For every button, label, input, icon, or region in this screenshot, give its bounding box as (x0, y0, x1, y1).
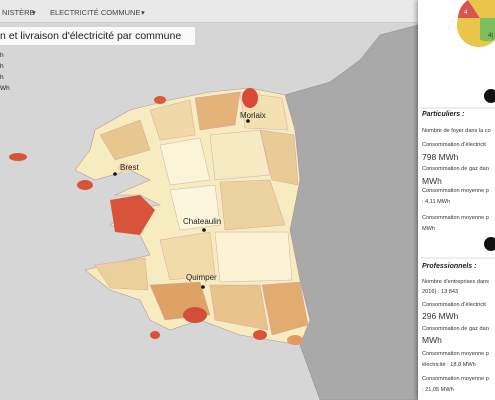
legend-item: h (0, 52, 4, 59)
info-line: : 4,11 MWh (422, 199, 451, 205)
map-title: n et livraison d'électricité par commune (0, 27, 195, 45)
nav-item[interactable]: ELECTRICITÉ COMMUNE (50, 8, 141, 17)
map: Morlaix Brest Chateaulin Quimper (9, 24, 418, 400)
info-line: Consommation d'électricit (422, 302, 486, 308)
info-line: : 21,05 MWh (422, 387, 454, 393)
pie-slice (480, 18, 495, 42)
communes (94, 91, 309, 336)
info-value: 296 MWh (422, 311, 459, 321)
info-value: MWh (422, 176, 442, 186)
person-icon (484, 89, 495, 103)
city-label: Quimper (186, 273, 217, 282)
info-line: Consommation de gaz dan (422, 166, 489, 172)
legend-item: Wh (0, 85, 10, 92)
info-line: électricité : 18,8 MWh (422, 362, 476, 368)
info-line: MWh (422, 226, 436, 232)
city-label: Chateaulin (183, 217, 221, 226)
info-line: Nombre de foyer dans la co (422, 128, 491, 134)
info-panel: 4 4( Particuliers : Nombre de foyer dans… (418, 0, 495, 400)
info-line: Consommation moyenne p (422, 215, 489, 221)
info-line: Consommation moyenne p (422, 376, 489, 382)
navbar: NISTÈRE ▾ ELECTRICITÉ COMMUNE ▾ (0, 0, 418, 23)
city-dots (113, 119, 250, 289)
city-label: Morlaix (240, 111, 266, 120)
info-value: MWh (422, 335, 442, 345)
info-line: Consommation d'électricit (422, 142, 486, 148)
info-value: 798 MWh (422, 152, 459, 162)
pie-label: 4 (464, 10, 468, 16)
city-labels: Morlaix Brest Chateaulin Quimper (120, 111, 266, 282)
info-line: Nombre d'entreprises dans (422, 279, 489, 285)
legend-item: h (0, 63, 4, 70)
nav-item[interactable]: NISTÈRE (2, 8, 35, 17)
pie-label: 4( (488, 33, 494, 39)
info-line: Consommation moyenne p (422, 188, 489, 194)
building-icon (484, 237, 495, 251)
panel-graphics (420, 0, 495, 259)
city-label: Brest (120, 163, 139, 172)
info-line: 2016) : 13 843 (422, 289, 459, 295)
pie-slice (458, 0, 480, 18)
legend-item: h (0, 74, 4, 81)
section-title: Professionnels : (422, 263, 477, 270)
hotspots (9, 88, 303, 345)
info-line: Consommation moyenne p (422, 351, 489, 357)
section-title: Particuliers : (422, 111, 465, 118)
info-line: Consommation de gaz dan (422, 326, 489, 332)
